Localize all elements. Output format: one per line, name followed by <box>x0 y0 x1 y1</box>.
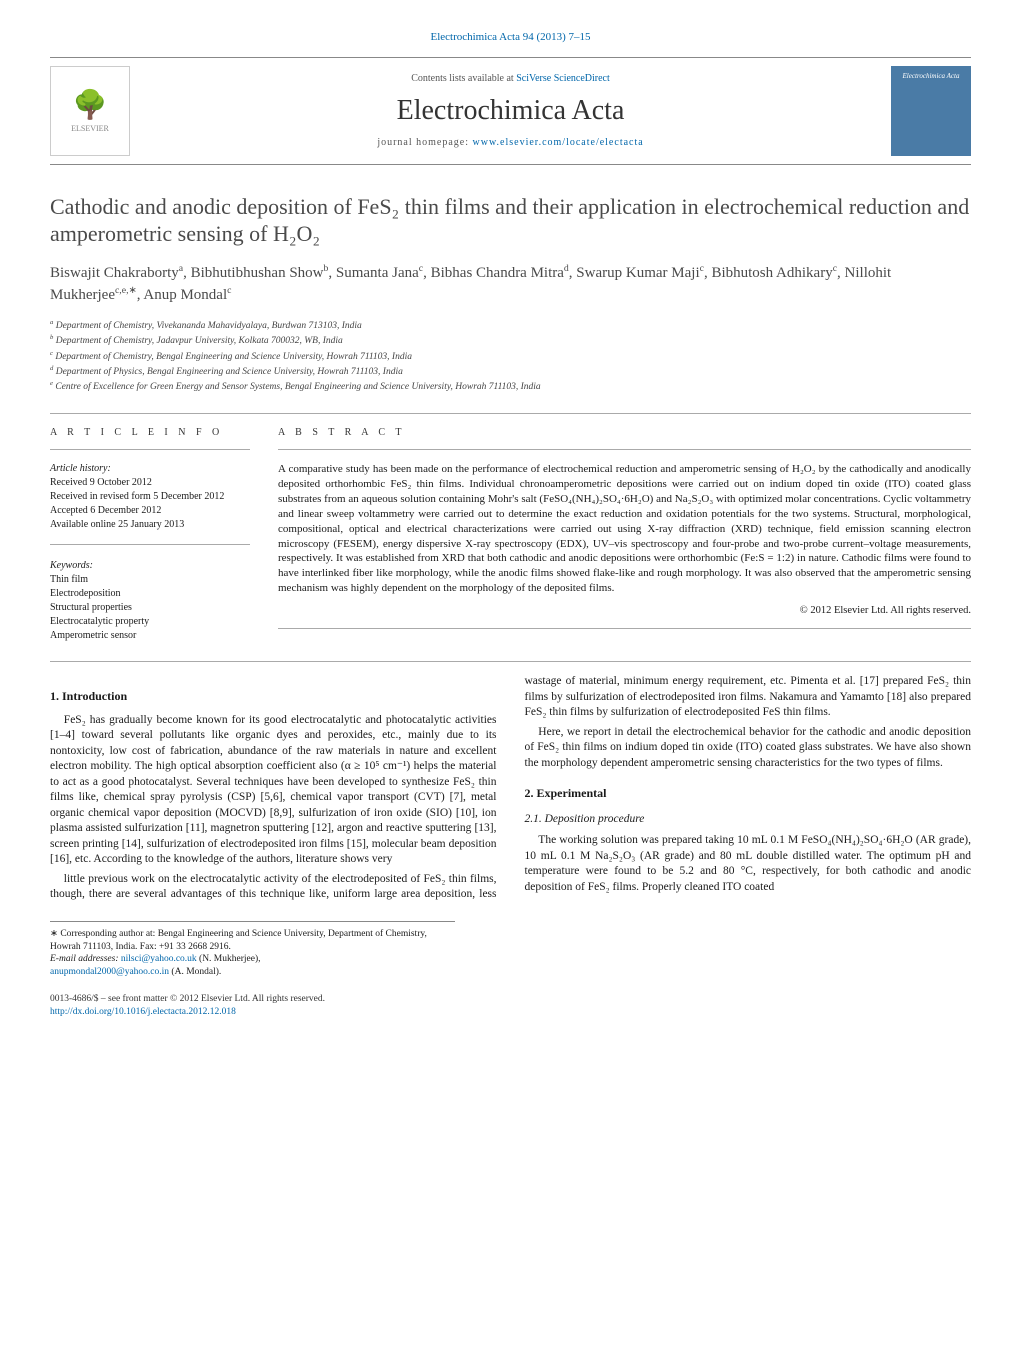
journal-cover-text: Electrochimica Acta <box>903 72 960 81</box>
publisher-name: ELSEVIER <box>71 124 109 135</box>
journal-header-band: 🌳 ELSEVIER Contents lists available at S… <box>50 57 971 165</box>
email-label: E-mail addresses: <box>50 954 121 964</box>
article-title: Cathodic and anodic deposition of FeS₂ t… <box>50 193 971 248</box>
rule <box>50 661 971 662</box>
email-2[interactable]: anupmondal2000@yahoo.co.in <box>50 967 169 977</box>
intro-heading: 1. Introduction <box>50 688 497 704</box>
experimental-sub: 2.1. Deposition procedure <box>525 812 972 828</box>
corresponding-note: ∗ Corresponding author at: Bengal Engine… <box>50 928 455 954</box>
sciencedirect-link[interactable]: SciVerse ScienceDirect <box>516 73 610 84</box>
email-1-name: (N. Mukherjee), <box>197 954 261 964</box>
journal-cover-thumb: Electrochimica Acta <box>891 66 971 156</box>
keywords-label: Keywords: <box>50 559 250 573</box>
contents-line: Contents lists available at SciVerse Sci… <box>142 72 879 86</box>
rule <box>278 628 971 629</box>
experimental-heading: 2. Experimental <box>525 785 972 801</box>
keywords-lines: Thin filmElectrodepositionStructural pro… <box>50 573 250 643</box>
homepage-prefix: journal homepage: <box>377 137 472 148</box>
journal-name: Electrochimica Acta <box>142 92 879 130</box>
author-list: Biswajit Chakrabortya, Bibhutibhushan Sh… <box>50 262 971 306</box>
issn-line: 0013-4686/$ – see front matter © 2012 El… <box>50 993 325 1006</box>
abstract-col: a b s t r a c t A comparative study has … <box>278 426 971 644</box>
homepage-link[interactable]: www.elsevier.com/locate/electacta <box>473 137 644 148</box>
experimental-p1: The working solution was prepared taking… <box>525 833 972 895</box>
citation-header: Electrochimica Acta 94 (2013) 7–15 <box>50 30 971 45</box>
homepage-line: journal homepage: www.elsevier.com/locat… <box>142 136 879 150</box>
header-center: Contents lists available at SciVerse Sci… <box>142 66 879 156</box>
info-abstract-row: a r t i c l e i n f o Article history: R… <box>50 426 971 644</box>
body-columns: 1. Introduction FeS₂ has gradually becom… <box>50 674 971 902</box>
intro-p3: Here, we report in detail the electroche… <box>525 725 972 772</box>
footnotes: ∗ Corresponding author at: Bengal Engine… <box>50 921 455 979</box>
email-2-name: (A. Mondal). <box>169 967 221 977</box>
tree-icon: 🌳 <box>71 87 109 125</box>
article-info-heading: a r t i c l e i n f o <box>50 426 250 440</box>
abstract-heading: a b s t r a c t <box>278 426 971 440</box>
rule <box>50 449 250 450</box>
bottom-meta: 0013-4686/$ – see front matter © 2012 El… <box>50 993 971 1019</box>
affiliations: a Department of Chemistry, Vivekananda M… <box>50 318 971 395</box>
email-1[interactable]: nilsci@yahoo.co.uk <box>121 954 197 964</box>
doi-link[interactable]: http://dx.doi.org/10.1016/j.electacta.20… <box>50 1007 236 1017</box>
article-info-col: a r t i c l e i n f o Article history: R… <box>50 426 250 644</box>
history-lines: Received 9 October 2012Received in revis… <box>50 476 250 532</box>
history-label: Article history: <box>50 462 250 476</box>
abstract-copyright: © 2012 Elsevier Ltd. All rights reserved… <box>278 604 971 618</box>
intro-p1: FeS₂ has gradually become known for its … <box>50 713 497 868</box>
rule <box>50 544 250 545</box>
email-line: E-mail addresses: nilsci@yahoo.co.uk (N.… <box>50 953 455 979</box>
contents-prefix: Contents lists available at <box>411 73 516 84</box>
elsevier-logo: 🌳 ELSEVIER <box>50 66 130 156</box>
rule <box>278 449 971 450</box>
abstract-text: A comparative study has been made on the… <box>278 462 971 596</box>
rule <box>50 413 971 414</box>
